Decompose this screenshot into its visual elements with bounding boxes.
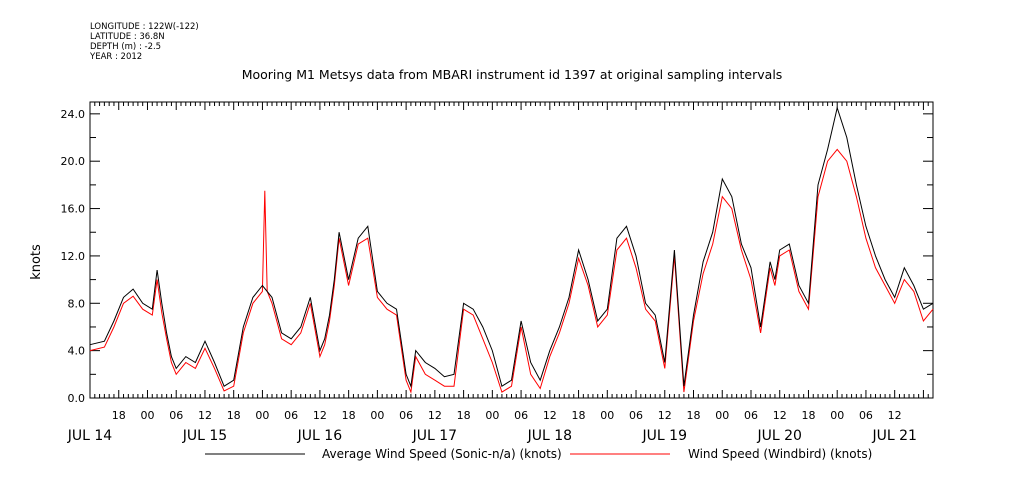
x-tick-label: 18: [227, 409, 241, 422]
x-tick-label: 06: [744, 409, 758, 422]
x-tick-label: 12: [543, 409, 557, 422]
x-tick-label: 00: [370, 409, 384, 422]
x-tick-label: 00: [255, 409, 269, 422]
series-layer: [89, 106, 934, 395]
latitude-label: LATITUDE : 36.8N: [90, 32, 165, 42]
legend-label-windbird: Wind Speed (Windbird) (knots): [688, 447, 872, 461]
x-day-label: JUL 18: [527, 428, 572, 444]
y-axis-label: knots: [29, 244, 44, 280]
x-tick-label: 18: [801, 409, 815, 422]
chart-title: Mooring M1 Metsys data from MBARI instru…: [242, 67, 783, 82]
x-tick-label: 12: [313, 409, 327, 422]
x-tick-label: 06: [859, 409, 873, 422]
x-tick-label: 18: [112, 409, 126, 422]
x-day-label: JUL 20: [757, 428, 802, 444]
x-tick-label: 12: [658, 409, 672, 422]
y-tick-label: 24.0: [61, 108, 86, 121]
x-tick-label: 12: [773, 409, 787, 422]
x-tick-label: 12: [198, 409, 212, 422]
x-tick-label: 00: [140, 409, 154, 422]
x-tick-label: 06: [514, 409, 528, 422]
x-tick-label: 06: [629, 409, 643, 422]
x-tick-label: 18: [687, 409, 701, 422]
x-tick-label: 00: [715, 409, 729, 422]
x-day-label: JUL 19: [642, 428, 687, 444]
x-day-label: JUL 17: [412, 428, 457, 444]
y-tick-label: 20.0: [61, 155, 86, 168]
longitude-label: LONGITUDE : 122W(-122): [90, 22, 199, 32]
legend: Average Wind Speed (Sonic-n/a) (knots) W…: [205, 447, 872, 461]
x-day-label: JUL 16: [297, 428, 343, 444]
metadata-block: LONGITUDE : 122W(-122) LATITUDE : 36.8N …: [90, 22, 199, 62]
x-tick-label: 18: [572, 409, 586, 422]
x-tick-label: 12: [888, 409, 902, 422]
x-tick-label: 00: [485, 409, 499, 422]
series-line-average-wind: [89, 106, 934, 389]
depth-label: DEPTH (m) : -2.5: [90, 42, 162, 52]
x-tick-label: 06: [169, 409, 183, 422]
x-tick-label: 12: [428, 409, 442, 422]
y-tick-label: 4.0: [68, 345, 86, 358]
plot-frame: [89, 101, 934, 399]
x-tick-label: 06: [399, 409, 413, 422]
x-tick-label: 00: [830, 409, 844, 422]
year-label: YEAR : 2012: [90, 52, 143, 62]
x-day-label: JUL 14: [67, 428, 113, 444]
legend-label-average-wind: Average Wind Speed (Sonic-n/a) (knots): [322, 447, 562, 461]
x-day-label: JUL 21: [871, 428, 916, 444]
y-tick-label: 0.0: [68, 392, 86, 405]
x-tick-label: 18: [457, 409, 471, 422]
plot-axes: 0.0 4.0 8.0 12.0 16.0 20.0 24.0 18 00 06 12 18 00 06 1…: [61, 101, 934, 444]
x-day-label: JUL 15: [182, 428, 227, 444]
y-tick-label: 12.0: [61, 250, 86, 263]
y-tick-label: 8.0: [68, 297, 86, 310]
x-tick-label: 06: [284, 409, 298, 422]
x-tick-label: 18: [342, 409, 356, 422]
x-tick-label: 00: [600, 409, 614, 422]
series-line-windbird: [89, 148, 934, 395]
y-tick-label: 16.0: [61, 203, 86, 216]
